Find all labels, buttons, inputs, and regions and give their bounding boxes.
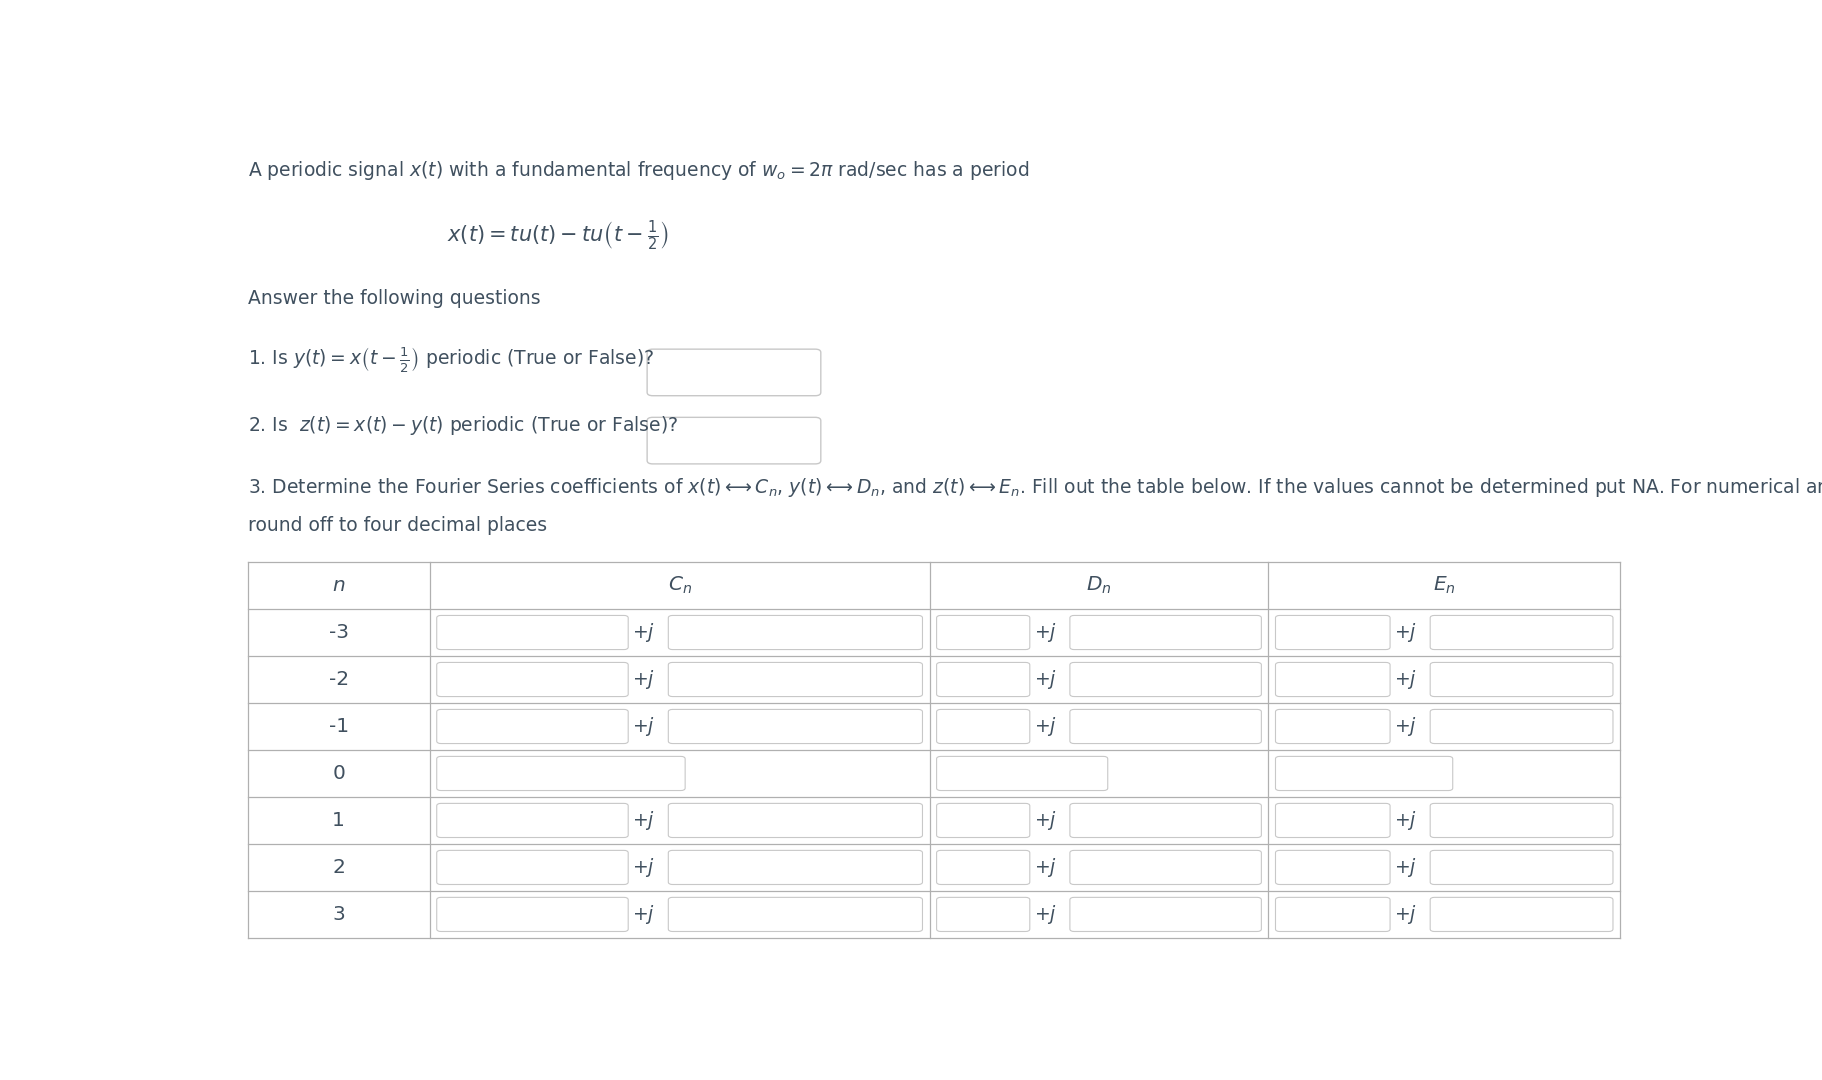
Text: -3: -3 (328, 623, 348, 642)
Text: -1: -1 (328, 717, 348, 735)
FancyBboxPatch shape (1275, 804, 1390, 837)
Text: $+j$: $+j$ (632, 669, 656, 691)
FancyBboxPatch shape (669, 897, 922, 931)
Text: $+j$: $+j$ (632, 715, 656, 738)
FancyBboxPatch shape (1070, 804, 1261, 837)
FancyBboxPatch shape (437, 897, 629, 931)
FancyBboxPatch shape (937, 710, 1029, 743)
Text: $+j$: $+j$ (632, 856, 656, 879)
Text: $+j$: $+j$ (1035, 669, 1057, 691)
Text: $x\left(t\right) = tu\left(t\right) - tu\left(t - \frac{1}{2}\right)$: $x\left(t\right) = tu\left(t\right) - tu… (446, 218, 669, 253)
FancyBboxPatch shape (437, 804, 629, 837)
Text: 3: 3 (332, 905, 344, 923)
Text: $+j$: $+j$ (1394, 856, 1418, 879)
FancyBboxPatch shape (1430, 897, 1612, 931)
FancyBboxPatch shape (669, 662, 922, 697)
Text: A periodic signal $x\left(t\right)$ with a fundamental frequency of $w_o = 2\pi$: A periodic signal $x\left(t\right)$ with… (248, 159, 1029, 181)
FancyBboxPatch shape (1275, 756, 1452, 791)
Text: $E_n$: $E_n$ (1432, 575, 1456, 596)
FancyBboxPatch shape (1070, 897, 1261, 931)
Text: $+j$: $+j$ (1394, 809, 1418, 832)
FancyBboxPatch shape (669, 850, 922, 885)
Text: $+j$: $+j$ (632, 621, 656, 644)
FancyBboxPatch shape (1070, 662, 1261, 697)
Text: $+j$: $+j$ (1394, 621, 1418, 644)
FancyBboxPatch shape (1430, 710, 1612, 743)
FancyBboxPatch shape (437, 850, 629, 885)
FancyBboxPatch shape (669, 804, 922, 837)
Text: $+j$: $+j$ (1035, 715, 1057, 738)
FancyBboxPatch shape (1070, 710, 1261, 743)
FancyBboxPatch shape (437, 710, 629, 743)
FancyBboxPatch shape (937, 850, 1029, 885)
Text: round off to four decimal places: round off to four decimal places (248, 516, 547, 536)
Text: $+j$: $+j$ (1035, 621, 1057, 644)
Text: $+j$: $+j$ (1394, 669, 1418, 691)
FancyBboxPatch shape (1430, 804, 1612, 837)
Text: $C_n$: $C_n$ (667, 575, 692, 596)
Text: 0: 0 (332, 764, 344, 783)
Text: $+j$: $+j$ (1035, 809, 1057, 832)
FancyBboxPatch shape (669, 710, 922, 743)
FancyBboxPatch shape (437, 662, 629, 697)
FancyBboxPatch shape (937, 756, 1108, 791)
FancyBboxPatch shape (647, 417, 820, 464)
FancyBboxPatch shape (1430, 850, 1612, 885)
Text: $+j$: $+j$ (1035, 903, 1057, 926)
FancyBboxPatch shape (1070, 616, 1261, 649)
Text: 1. Is $y\left(t\right) = x\left(t - \frac{1}{2}\right)$ periodic (True or False): 1. Is $y\left(t\right) = x\left(t - \fra… (248, 346, 654, 375)
Text: $+j$: $+j$ (1394, 715, 1418, 738)
FancyBboxPatch shape (937, 616, 1029, 649)
FancyBboxPatch shape (1275, 662, 1390, 697)
FancyBboxPatch shape (1275, 710, 1390, 743)
Text: $n$: $n$ (332, 576, 346, 595)
Text: $+j$: $+j$ (1394, 903, 1418, 926)
FancyBboxPatch shape (937, 804, 1029, 837)
Text: $+j$: $+j$ (632, 809, 656, 832)
FancyBboxPatch shape (1275, 897, 1390, 931)
FancyBboxPatch shape (937, 662, 1029, 697)
Text: 1: 1 (332, 811, 344, 829)
FancyBboxPatch shape (437, 756, 685, 791)
Text: 2. Is  $z\left(t\right) = x\left(t\right) - y\left(t\right)$ periodic (True or F: 2. Is $z\left(t\right) = x\left(t\right)… (248, 414, 678, 437)
FancyBboxPatch shape (1430, 662, 1612, 697)
FancyBboxPatch shape (437, 616, 629, 649)
FancyBboxPatch shape (1275, 616, 1390, 649)
FancyBboxPatch shape (1275, 850, 1390, 885)
Text: $D_n$: $D_n$ (1086, 575, 1111, 596)
Text: $+j$: $+j$ (1035, 856, 1057, 879)
Text: Answer the following questions: Answer the following questions (248, 289, 539, 308)
Text: -2: -2 (328, 670, 348, 689)
FancyBboxPatch shape (647, 349, 820, 395)
Text: 2: 2 (332, 858, 344, 877)
Text: 3. Determine the Fourier Series coefficients of $x\left(t\right) \longleftrighta: 3. Determine the Fourier Series coeffici… (248, 476, 1822, 499)
FancyBboxPatch shape (937, 897, 1029, 931)
FancyBboxPatch shape (1070, 850, 1261, 885)
FancyBboxPatch shape (1430, 616, 1612, 649)
FancyBboxPatch shape (669, 616, 922, 649)
Text: $+j$: $+j$ (632, 903, 656, 926)
